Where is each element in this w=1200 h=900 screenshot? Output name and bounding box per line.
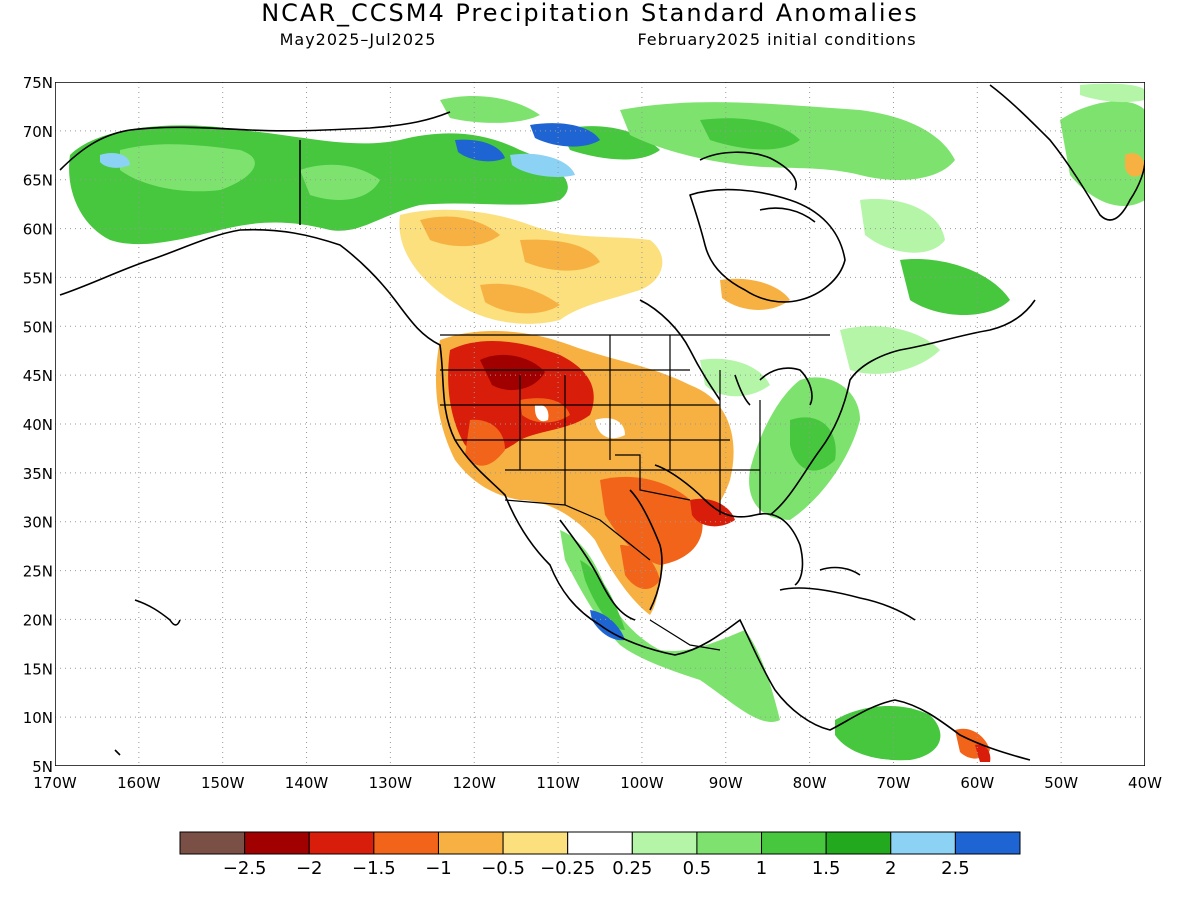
- lat-lon-grid: [55, 82, 1145, 766]
- colorbar-label: −0.5: [481, 858, 525, 879]
- colorbar-swatch: [244, 831, 310, 855]
- colorbar-swatch: [825, 831, 892, 855]
- colorbar-label: −1: [425, 858, 452, 879]
- colorbar: [179, 831, 1021, 855]
- colorbar-swatch: [890, 831, 956, 855]
- lat-tick-label: 5N: [32, 758, 53, 776]
- forecast-period: May2025–Jul2025: [280, 30, 437, 49]
- lat-tick-label: 30N: [23, 514, 53, 532]
- lat-tick-label: 55N: [23, 269, 53, 287]
- lat-tick-label: 20N: [23, 611, 53, 629]
- lon-tick-label: 150W: [201, 774, 245, 792]
- lon-tick-label: 120W: [452, 774, 496, 792]
- colorbar-swatch: [954, 831, 1021, 855]
- lat-tick-label: 15N: [23, 660, 53, 678]
- lat-tick-label: 65N: [23, 172, 53, 190]
- lat-tick-label: 50N: [23, 318, 53, 336]
- lon-tick-label: 100W: [620, 774, 664, 792]
- lat-tick-label: 10N: [23, 709, 53, 727]
- colorbar-swatch: [567, 831, 633, 855]
- lat-tick-label: 25N: [23, 563, 53, 581]
- lat-tick-label: 35N: [23, 465, 53, 483]
- colorbar-label: 0.25: [612, 858, 652, 879]
- lon-tick-label: 140W: [285, 774, 329, 792]
- longitude-labels: 170W 160W 150W 140W 130W 120W 110W 100W 90W 80W 70…: [33, 774, 1162, 792]
- lon-tick-label: 90W: [709, 774, 743, 792]
- political-borders: [440, 334, 830, 651]
- colorbar-label: 2.5: [941, 858, 970, 879]
- lon-tick-label: 110W: [536, 774, 580, 792]
- lon-tick-label: 50W: [1044, 774, 1078, 792]
- lat-tick-label: 75N: [23, 74, 53, 92]
- initial-conditions: February2025 initial conditions: [637, 30, 916, 49]
- lat-tick-label: 45N: [23, 367, 53, 385]
- colorbar-label: 0.5: [683, 858, 712, 879]
- colorbar-labels: −2.5 −2 −1.5 −1 −0.5 −0.25 0.25 0.5 1 1.5 2 2.5: [223, 858, 970, 879]
- colorbar-label: −0.25: [540, 858, 595, 879]
- colorbar-label: 1: [756, 858, 767, 879]
- map-title: NCAR_CCSM4 Precipitation Standard Anomal…: [261, 0, 919, 27]
- colorbar-swatch: [179, 831, 246, 855]
- colorbar-label: 1.5: [812, 858, 841, 879]
- colorbar-swatch: [437, 831, 504, 855]
- very-wet-regions: [100, 123, 625, 641]
- colorbar-swatch: [502, 831, 569, 855]
- lat-tick-label: 60N: [23, 221, 53, 239]
- colorbar-swatch: [696, 831, 763, 855]
- map-area: [55, 82, 1145, 766]
- colorbar-label: 2: [885, 858, 896, 879]
- lon-tick-label: 160W: [117, 774, 161, 792]
- lon-tick-label: 40W: [1128, 774, 1162, 792]
- colorbar-label: −2: [296, 858, 323, 879]
- wet-anomaly-regions: [69, 83, 1145, 761]
- colorbar-swatch: [373, 831, 439, 855]
- colorbar-swatch: [761, 831, 827, 855]
- neutral-patch: [534, 404, 549, 422]
- lon-tick-label: 80W: [793, 774, 827, 792]
- lon-tick-label: 130W: [369, 774, 413, 792]
- colorbar-label: −2.5: [223, 858, 267, 879]
- lon-tick-label: 60W: [960, 774, 994, 792]
- colorbar-swatch: [308, 831, 375, 855]
- lon-tick-label: 70W: [877, 774, 911, 792]
- colorbar-swatch: [631, 831, 698, 855]
- lat-tick-label: 40N: [23, 416, 53, 434]
- lat-tick-label: 70N: [23, 123, 53, 141]
- colorbar-label: −1.5: [352, 858, 396, 879]
- lon-tick-label: 170W: [33, 774, 77, 792]
- latitude-labels: 75N 70N 65N 60N 55N 50N 45N 40N 35N 30N 25N 20N 15N 1…: [23, 74, 53, 776]
- coastlines: [59, 84, 1145, 761]
